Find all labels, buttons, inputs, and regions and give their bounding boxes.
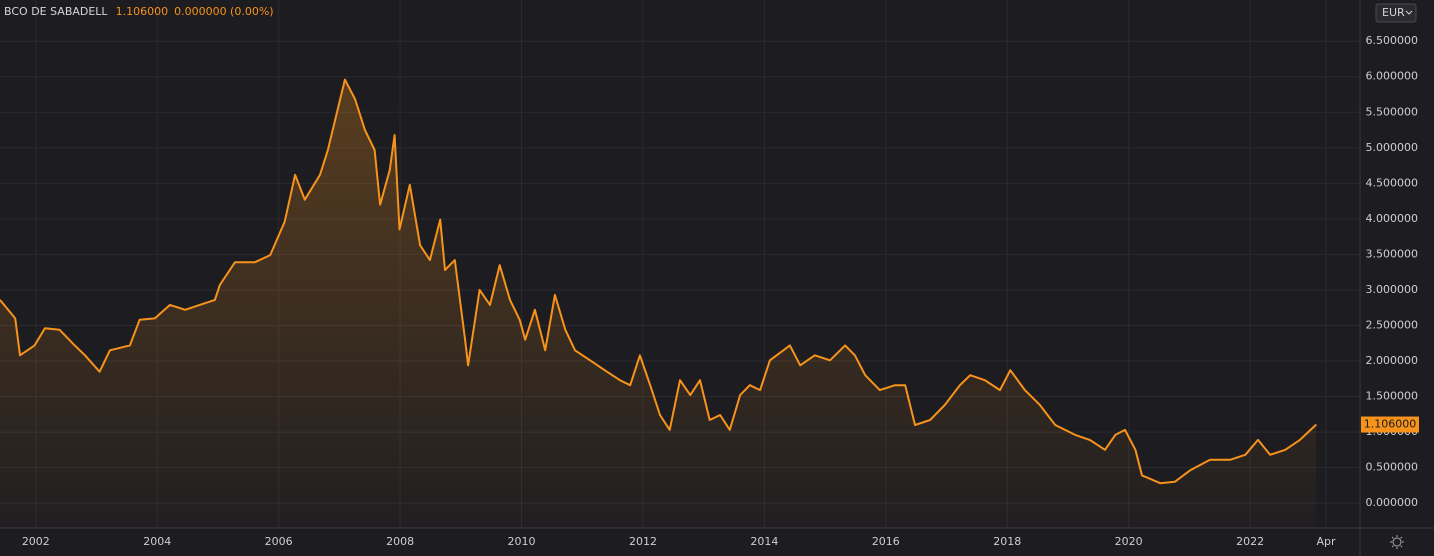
area-fill <box>0 79 1317 528</box>
last-price-label: 1.106000 <box>1364 418 1417 431</box>
x-tick-label: 2008 <box>386 535 414 548</box>
axes: 0.0000000.5000001.0000001.5000002.000000… <box>22 34 1419 548</box>
x-tick-label: 2014 <box>750 535 778 548</box>
plot <box>0 78 1317 528</box>
last-price-tag <box>1361 416 1419 433</box>
chart-title: BCO DE SABADELL <box>4 5 108 18</box>
x-tick-label: Apr <box>1316 535 1336 548</box>
y-tick-label: 0.500000 <box>1366 461 1419 474</box>
x-tick-label: 2002 <box>22 535 50 548</box>
x-tick-label: 2022 <box>1236 535 1264 548</box>
button-frame <box>1375 3 1417 23</box>
header-price: 1.106000 <box>116 5 169 18</box>
y-tick-label: 2.500000 <box>1366 318 1419 331</box>
x-tick-label: 2018 <box>993 535 1021 548</box>
chevron <box>1405 10 1413 15</box>
header-change: 0.000000 (0.00%) <box>174 5 274 18</box>
settings-button[interactable] <box>1390 535 1404 549</box>
y-tick-label: 5.500000 <box>1366 105 1419 118</box>
price-line <box>0 78 1317 485</box>
y-tick-label: 2.000000 <box>1366 354 1419 367</box>
y-tick-label: 5.000000 <box>1366 141 1419 154</box>
y-tick-label: 4.000000 <box>1366 212 1419 225</box>
y-tick-label: 0.000000 <box>1366 496 1419 509</box>
x-tick-label: 2012 <box>629 535 657 548</box>
currency: EUR <box>1382 6 1405 19</box>
x-tick-label: 2004 <box>143 535 171 548</box>
y-tick-label: 3.500000 <box>1366 247 1419 260</box>
gear-icon <box>1392 537 1402 547</box>
x-tick-label: 2006 <box>265 535 293 548</box>
y-tick-label: 4.500000 <box>1366 176 1419 189</box>
y-tick-label: 1.500000 <box>1366 390 1419 403</box>
y-tick-label: 6.000000 <box>1366 70 1419 83</box>
currency-button[interactable]: EUR <box>1375 3 1417 23</box>
x-tick-label: 2016 <box>872 535 900 548</box>
x-tick-label: 2020 <box>1115 535 1143 548</box>
y-tick-label: 3.000000 <box>1366 283 1419 296</box>
gear-teeth <box>1390 535 1404 549</box>
y-tick-label: 6.500000 <box>1366 34 1419 47</box>
x-tick-label: 2010 <box>508 535 536 548</box>
